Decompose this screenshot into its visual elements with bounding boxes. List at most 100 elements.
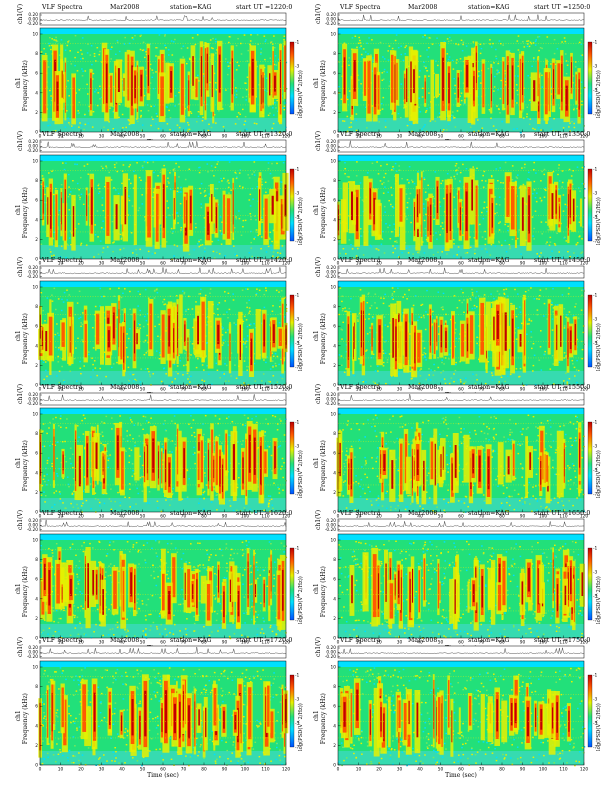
colorbar-label: log(PSD(V^2/Hz))	[297, 197, 304, 245]
time-tick-label: 90	[222, 514, 228, 520]
time-tick-label: 50	[140, 640, 146, 646]
signal-tick-label: 0.20	[28, 139, 38, 145]
time-tick-label: 40	[119, 134, 125, 140]
time-tick-label: 30	[99, 261, 105, 267]
colorbar-tick-label: -5	[295, 215, 300, 221]
colorbar-label: log(PSD(V^2/Hz))	[595, 323, 602, 371]
time-tick-label: 110	[559, 640, 567, 646]
time-tick-label: 60	[458, 261, 464, 267]
time-tick-label: 50	[438, 640, 444, 646]
header-ut: start UT =	[534, 637, 569, 644]
start-ut-value: 1720:0	[270, 637, 293, 644]
time-tick-label: 40	[417, 134, 423, 140]
time-tick-label: 120	[580, 387, 588, 393]
time-tick-label: 0	[39, 767, 42, 773]
signal-trace	[337, 267, 584, 275]
frequency-tick-label: 8	[333, 304, 336, 310]
frequency-tick-label: 10	[331, 159, 337, 165]
header-station: station=KAG	[468, 384, 510, 391]
time-tick-label: 70	[479, 134, 485, 140]
header-title: VLF Spectra	[340, 257, 381, 264]
frequency-tick-label: 0	[35, 130, 38, 136]
header-ut: start UT =	[236, 4, 271, 11]
header-date: Mar2008	[408, 637, 438, 644]
start-ut-value: 1350:0	[568, 131, 591, 138]
signal-plot-frame	[337, 518, 585, 532]
header-station: station=KAG	[170, 384, 212, 391]
colorbar	[289, 41, 295, 115]
signal-tick-label: 0.20	[28, 265, 38, 271]
time-tick-label: 30	[397, 261, 403, 267]
signal-plot-frame	[337, 645, 585, 659]
header-date: Mar2008	[110, 384, 140, 391]
frequency-tick-label: 6	[35, 577, 38, 583]
colorbar	[587, 547, 593, 621]
time-tick-label: 50	[438, 387, 444, 393]
frequency-tick-label: 2	[35, 363, 38, 369]
signal-trace	[337, 647, 585, 655]
time-tick-label: 10	[58, 767, 64, 773]
time-tick-label: 20	[376, 640, 382, 646]
time-tick-label: 80	[499, 514, 505, 520]
time-tick-label: 0	[39, 261, 42, 267]
signal-tick-label: -0.20	[27, 274, 38, 280]
header-date: Mar2008	[408, 4, 438, 11]
colorbar	[289, 294, 295, 368]
frequency-tick-label: 0	[333, 257, 336, 263]
start-ut-value: 1320:0	[270, 131, 293, 138]
spectrogram-panel: VLF Spectra Mar2008 station=KAG start UT = 1…	[306, 510, 602, 652]
signal-axis-label: ch1(V)	[315, 510, 322, 530]
time-tick-label: 30	[397, 640, 403, 646]
header-date: Mar2008	[408, 510, 438, 517]
time-tick-label: 20	[376, 261, 382, 267]
colorbar-tick-label: -7	[593, 239, 598, 245]
frequency-tick-label: 0	[35, 763, 38, 769]
time-tick-label: 0	[39, 514, 42, 520]
frequency-tick-label: 2	[333, 490, 336, 496]
header-date: Mar2008	[408, 384, 438, 391]
header-ut: start UT =	[534, 510, 569, 517]
time-tick-label: 70	[479, 387, 485, 393]
time-tick-label: 50	[140, 767, 146, 773]
header-date: Mar2008	[110, 131, 140, 138]
header-title: VLF Spectra	[340, 384, 381, 391]
header-station: station=KAG	[170, 510, 212, 517]
time-tick-label: 100	[241, 514, 249, 520]
frequency-tick-label: 2	[333, 743, 336, 749]
colorbar-tick-label: -3	[593, 697, 598, 703]
colorbar-label: log(PSD(V^2/Hz))	[297, 703, 304, 751]
spectrogram-panel: VLF Spectra Mar2008 station=KAG start UT = 1…	[306, 131, 602, 273]
signal-axis-label: ch1(V)	[17, 4, 24, 24]
time-tick-label: 40	[417, 261, 423, 267]
signal-axis-label: ch1(V)	[17, 384, 24, 404]
frequency-tick-label: 8	[333, 51, 336, 57]
channel-axis-label: ch1	[313, 204, 320, 215]
colorbar	[289, 168, 295, 242]
time-tick-label: 60	[160, 640, 166, 646]
colorbar-tick-label: -1	[593, 40, 598, 46]
signal-plot-frame	[337, 392, 585, 406]
signal-trace	[39, 141, 287, 149]
signal-trace	[39, 267, 287, 275]
frequency-tick-label: 8	[35, 178, 38, 184]
spectrogram-cells	[338, 287, 585, 387]
spectrogram-panel: VLF Spectra Mar2008 station=KAG start UT = 1…	[8, 131, 304, 273]
signal-tick-label: 0.00	[28, 523, 38, 529]
time-tick-label: 10	[58, 261, 64, 267]
time-tick-label: 90	[520, 767, 526, 773]
header-title: VLF Spectra	[42, 510, 83, 517]
time-tick-label: 100	[241, 261, 249, 267]
spectrogram-cells	[338, 34, 586, 134]
signal-axis-label: ch1(V)	[315, 384, 322, 404]
time-tick-label: 20	[376, 514, 382, 520]
header-date: Mar2008	[110, 510, 140, 517]
header-ut: start UT =	[534, 4, 569, 11]
time-tick-label: 120	[282, 767, 290, 773]
time-tick-label: 20	[78, 514, 84, 520]
spectrogram-panel: VLF Spectra Mar2008 station=KAG start UT = 1…	[8, 4, 304, 146]
colorbar-tick-label: -5	[295, 468, 300, 474]
channel-axis-label: ch1	[313, 710, 320, 721]
colorbar-tick-label: -1	[295, 293, 300, 299]
time-tick-label: 80	[499, 387, 505, 393]
